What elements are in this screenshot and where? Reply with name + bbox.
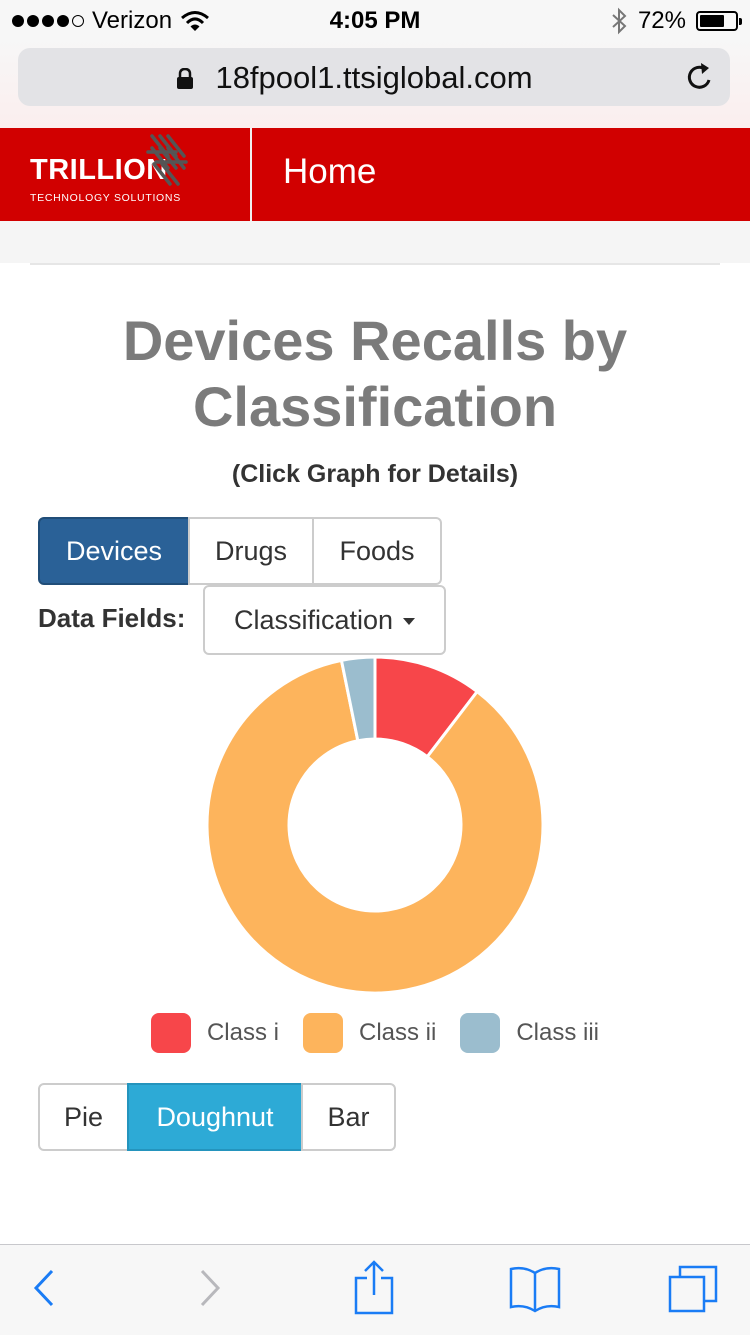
- bar-button[interactable]: Bar: [301, 1083, 396, 1151]
- legend-swatch: [150, 1013, 191, 1053]
- doughnut-slice-class-iii[interactable]: [339, 655, 377, 743]
- nav-home-link[interactable]: Home: [283, 152, 377, 191]
- signal-dot: [57, 15, 69, 27]
- foods-button[interactable]: Foods: [312, 517, 442, 585]
- signal-dot: [72, 15, 84, 27]
- brand-name: TRILLION: [30, 154, 168, 186]
- caret-down-icon: [403, 617, 416, 625]
- url-text: 18fpool1.ttsiglobal.com: [215, 60, 533, 95]
- status-bar: Verizon 4:05 PM 72%: [0, 0, 750, 40]
- chart-legend: Class i Class ii Class iii: [0, 1013, 750, 1053]
- legend-label: Class ii: [358, 1019, 437, 1046]
- devices-button[interactable]: Devices: [38, 517, 190, 585]
- page-background-band: [0, 221, 750, 263]
- page-title: Devices Recalls by Classification: [122, 309, 628, 438]
- legend-label: Class i: [206, 1019, 279, 1046]
- data-fields-selected: Classification: [233, 604, 394, 635]
- content-panel: [24, 263, 726, 1223]
- signal-dot: [12, 15, 24, 27]
- tabs-icon[interactable]: [666, 1263, 720, 1317]
- legend-item: Class iii: [460, 1013, 599, 1053]
- data-fields-label: Data Fields:: [38, 603, 186, 633]
- click-hint: (Click Graph for Details): [231, 460, 519, 488]
- battery-level: [700, 15, 725, 27]
- navbar-divider: [250, 128, 252, 221]
- legend-item: Class i: [150, 1013, 279, 1053]
- legend-label: Class iii: [516, 1019, 600, 1046]
- status-time: 4:05 PM: [329, 7, 421, 34]
- carrier-name: Verizon: [92, 7, 173, 34]
- legend-item: Class ii: [302, 1013, 437, 1053]
- forward-arrow-icon[interactable]: [196, 1263, 226, 1313]
- doughnut-chart[interactable]: [205, 655, 545, 995]
- browser-toolbar: [0, 1244, 750, 1335]
- lock-icon: [177, 68, 193, 89]
- signal-strength-icon: [12, 15, 84, 27]
- status-right: 72%: [610, 7, 742, 35]
- battery-icon: [696, 11, 742, 31]
- drugs-button[interactable]: Drugs: [188, 517, 314, 585]
- battery-percent: 72%: [637, 7, 686, 34]
- signal-dot: [27, 15, 39, 27]
- chart-type-button-group: Pie Doughnut Bar: [38, 1083, 396, 1151]
- legend-swatch: [302, 1013, 343, 1053]
- browser-address-area: 18fpool1.ttsiglobal.com: [0, 40, 750, 128]
- site-navbar: TRILLION TECHNOLOGY SOLUTIONS Home: [0, 128, 750, 221]
- back-arrow-icon[interactable]: [28, 1263, 58, 1313]
- brand-tagline: TECHNOLOGY SOLUTIONS: [30, 192, 181, 204]
- reload-icon[interactable]: [684, 60, 716, 94]
- pie-button[interactable]: Pie: [38, 1083, 129, 1151]
- wifi-icon: [181, 11, 210, 31]
- battery-tip: [739, 18, 742, 25]
- signal-dot: [42, 15, 54, 27]
- legend-swatch: [460, 1013, 501, 1053]
- content-divider: [30, 263, 720, 265]
- bookmarks-icon[interactable]: [508, 1263, 562, 1313]
- trillion-logo-mark-icon: [146, 134, 188, 186]
- doughnut-button[interactable]: Doughnut: [127, 1083, 303, 1151]
- brand-logo[interactable]: TRILLION TECHNOLOGY SOLUTIONS: [0, 128, 250, 221]
- status-left: Verizon: [12, 7, 210, 35]
- dataset-button-group: Devices Drugs Foods: [38, 517, 442, 585]
- doughnut-slice-class-ii[interactable]: [205, 658, 545, 995]
- share-icon[interactable]: [352, 1259, 396, 1317]
- address-bar[interactable]: 18fpool1.ttsiglobal.com: [18, 48, 730, 106]
- bluetooth-icon: [612, 7, 627, 35]
- data-fields-dropdown[interactable]: Classification: [203, 585, 446, 655]
